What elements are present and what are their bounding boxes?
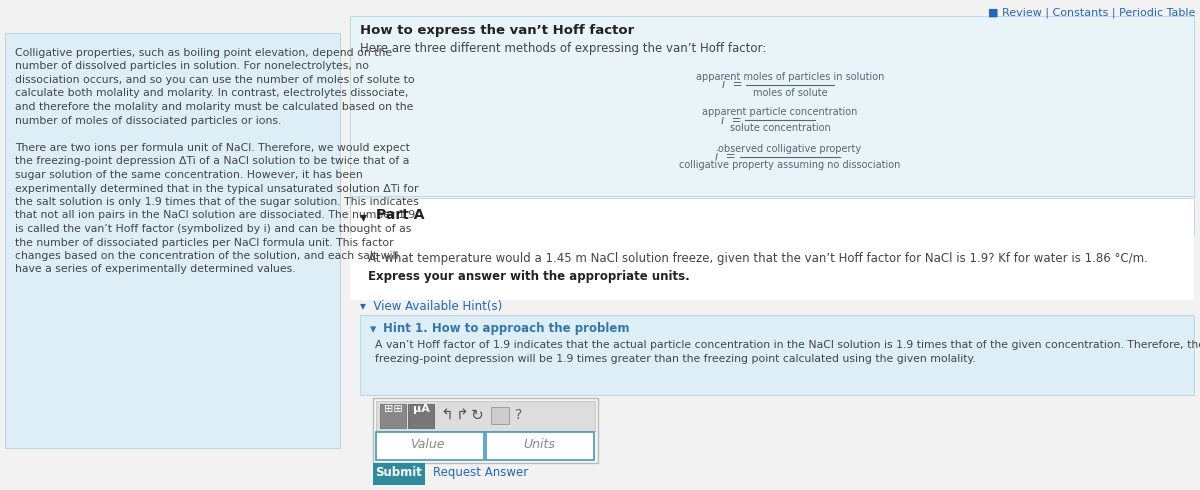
Text: ■ Review | Constants | Periodic Table: ■ Review | Constants | Periodic Table <box>988 8 1195 19</box>
Bar <box>373 398 598 463</box>
Bar <box>350 235 1194 300</box>
Text: the salt solution is only 1.9 times that of the sugar solution. This indicates: the salt solution is only 1.9 times that… <box>14 197 419 207</box>
Text: apparent moles of particles in solution: apparent moles of particles in solution <box>696 72 884 82</box>
Text: observed colligative property: observed colligative property <box>719 144 862 154</box>
Bar <box>376 432 484 460</box>
Text: i  =: i = <box>715 150 736 164</box>
Text: Units: Units <box>523 438 554 451</box>
Text: i  =: i = <box>721 114 742 126</box>
Text: apparent particle concentration: apparent particle concentration <box>702 107 858 117</box>
Text: sugar solution of the same concentration. However, it has been: sugar solution of the same concentration… <box>14 170 362 180</box>
Text: ▾: ▾ <box>360 210 367 224</box>
Text: Express your answer with the appropriate units.: Express your answer with the appropriate… <box>368 270 690 283</box>
Bar <box>376 401 595 431</box>
Text: moles of solute: moles of solute <box>752 88 827 98</box>
Text: ⊞⊞: ⊞⊞ <box>384 404 402 414</box>
Text: How to express the van’t Hoff factor: How to express the van’t Hoff factor <box>360 24 635 37</box>
Text: Value: Value <box>409 438 444 451</box>
Text: changes based on the concentration of the solution, and each salt will: changes based on the concentration of th… <box>14 251 398 261</box>
Bar <box>350 16 1194 196</box>
Bar <box>373 463 425 485</box>
Bar <box>350 198 1194 235</box>
Text: At what temperature would a 1.45 m NaCl solution freeze, given that the van’t Ho: At what temperature would a 1.45 m NaCl … <box>368 252 1148 265</box>
Text: colligative property assuming no dissociation: colligative property assuming no dissoci… <box>679 160 901 170</box>
Bar <box>491 407 509 424</box>
Text: Request Answer: Request Answer <box>433 466 528 479</box>
Text: ↻: ↻ <box>470 408 484 423</box>
Text: ↰: ↰ <box>440 408 454 423</box>
Text: experimentally determined that in the typical unsaturated solution ΔTi for: experimentally determined that in the ty… <box>14 183 419 194</box>
Bar <box>5 33 340 448</box>
Text: calculate both molality and molarity. In contrast, electrolytes dissociate,: calculate both molality and molarity. In… <box>14 89 408 98</box>
Text: number of moles of dissociated particles or ions.: number of moles of dissociated particles… <box>14 116 281 125</box>
Text: Here are three different methods of expressing the van’t Hoff factor:: Here are three different methods of expr… <box>360 42 767 55</box>
Text: Part A: Part A <box>376 208 425 222</box>
Text: solute concentration: solute concentration <box>730 123 830 133</box>
Text: Hint 1. How to approach the problem: Hint 1. How to approach the problem <box>383 322 630 335</box>
Text: i  =: i = <box>721 78 743 92</box>
Text: ↱: ↱ <box>456 408 468 423</box>
Text: dissociation occurs, and so you can use the number of moles of solute to: dissociation occurs, and so you can use … <box>14 75 415 85</box>
Text: that not all ion pairs in the NaCl solution are dissociated. The number 1.9: that not all ion pairs in the NaCl solut… <box>14 211 415 220</box>
Text: have a series of experimentally determined values.: have a series of experimentally determin… <box>14 265 295 274</box>
Text: ?: ? <box>515 408 523 422</box>
Text: number of dissolved particles in solution. For nonelectrolytes, no: number of dissolved particles in solutio… <box>14 62 370 72</box>
Text: freezing-point depression will be 1.9 times greater than the freezing point calc: freezing-point depression will be 1.9 ti… <box>374 354 976 364</box>
Text: ▾: ▾ <box>370 323 377 336</box>
Bar <box>486 432 594 460</box>
Text: μA: μA <box>413 404 430 414</box>
Bar <box>360 315 1194 395</box>
Bar <box>380 404 406 428</box>
Text: the number of dissociated particles per NaCl formula unit. This factor: the number of dissociated particles per … <box>14 238 394 247</box>
Text: the freezing-point depression ΔTi of a NaCl solution to be twice that of a: the freezing-point depression ΔTi of a N… <box>14 156 409 167</box>
Text: There are two ions per formula unit of NaCl. Therefore, we would expect: There are two ions per formula unit of N… <box>14 143 410 153</box>
Text: ▾  View Available Hint(s): ▾ View Available Hint(s) <box>360 300 503 313</box>
Bar <box>408 404 434 428</box>
Text: Submit: Submit <box>376 466 422 479</box>
Text: A van’t Hoff factor of 1.9 indicates that the actual particle concentration in t: A van’t Hoff factor of 1.9 indicates tha… <box>374 340 1200 350</box>
Text: is called the van’t Hoff factor (symbolized by i) and can be thought of as: is called the van’t Hoff factor (symboli… <box>14 224 412 234</box>
Text: Colligative properties, such as boiling point elevation, depend on the: Colligative properties, such as boiling … <box>14 48 392 58</box>
Text: and therefore the molality and molarity must be calculated based on the: and therefore the molality and molarity … <box>14 102 413 112</box>
